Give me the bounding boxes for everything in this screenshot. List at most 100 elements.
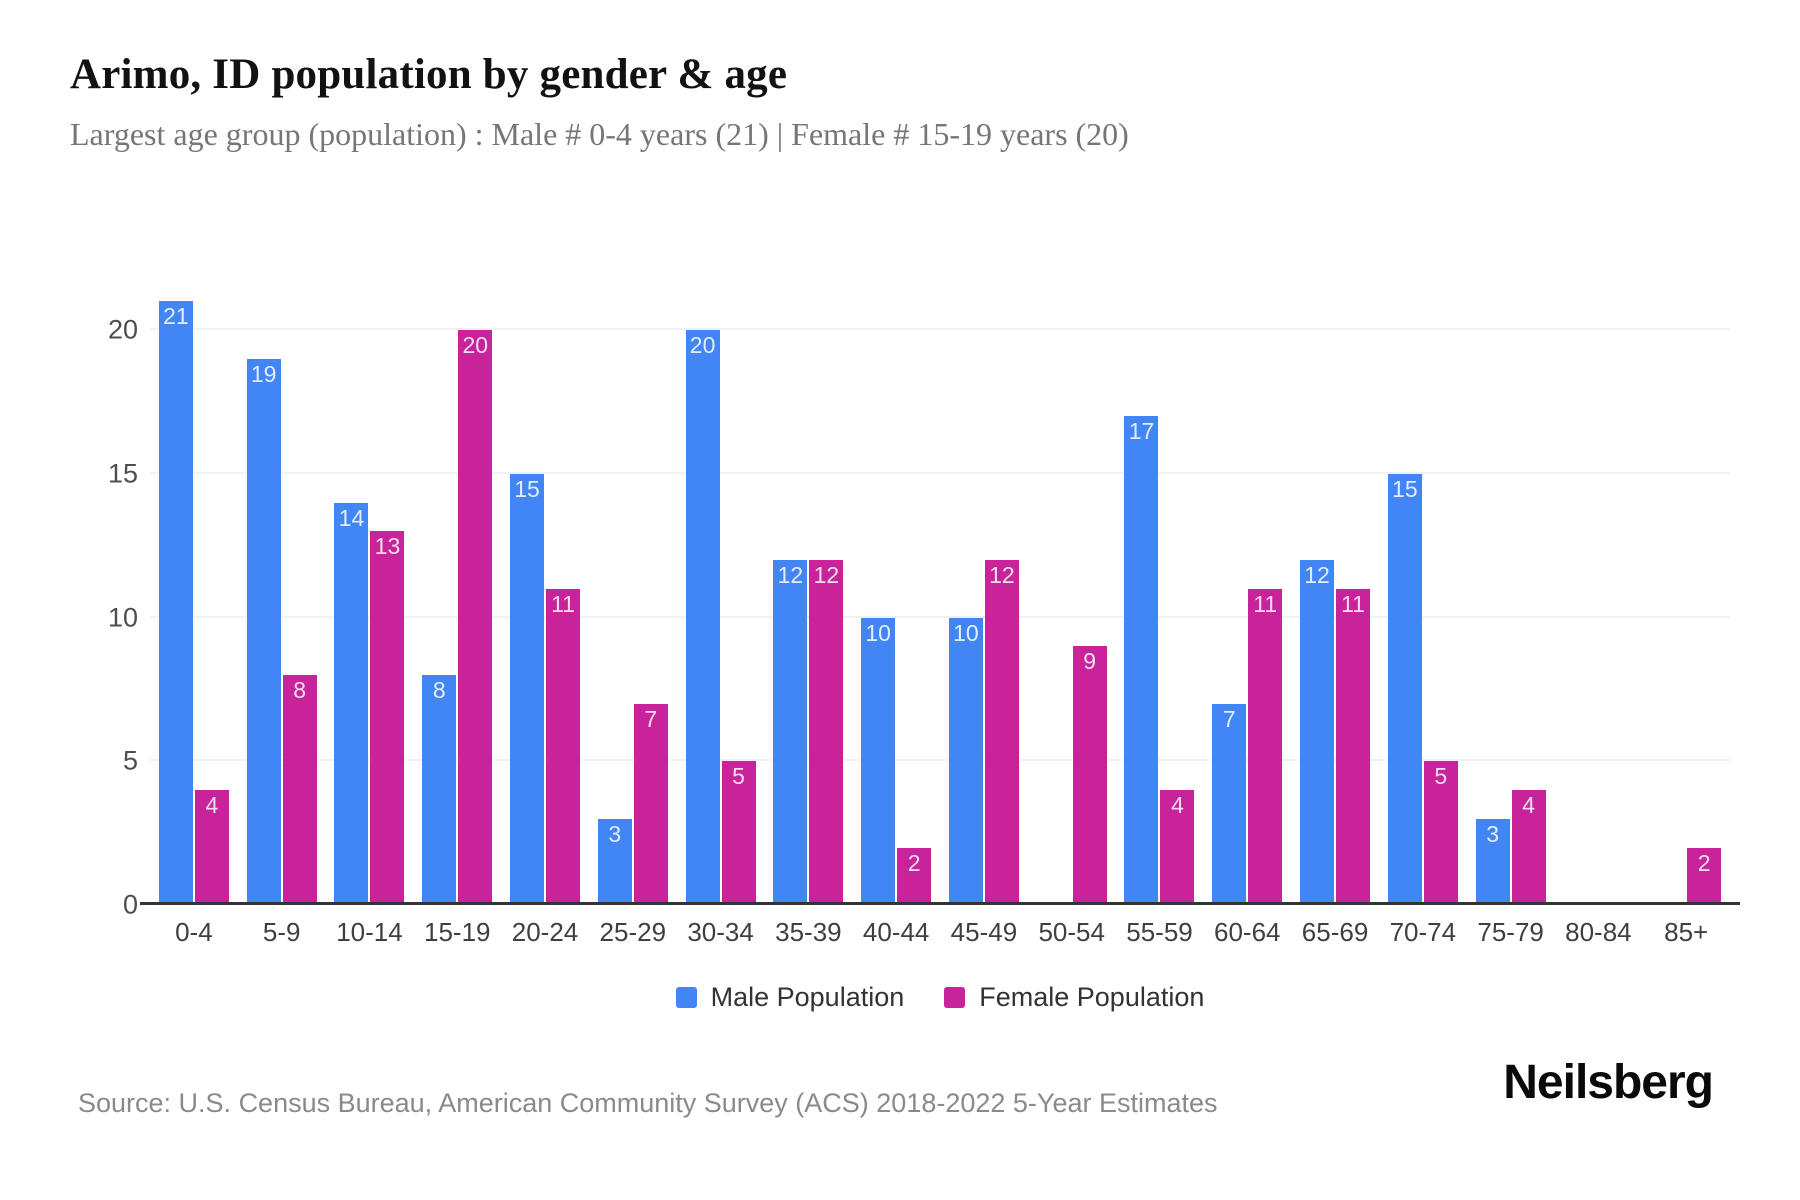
y-tick-label-0: 0 [122, 889, 138, 920]
x-tick-label-80-84: 80-84 [1565, 917, 1632, 947]
bar-male-35-39: 12 [773, 560, 808, 905]
bar-group-15-19: 8 20 15-19 [413, 260, 501, 947]
y-tick-label-20: 20 [107, 314, 138, 345]
bar-group-0-4: 21 4 0-4 [150, 260, 238, 947]
bar-slot-male-0-4: 21 [158, 301, 193, 905]
bar-female-25-29: 7 [633, 703, 668, 905]
bar-male-55-59: 17 [1124, 416, 1159, 905]
bar-male-70-74: 15 [1387, 473, 1422, 905]
bar-slot-female-70-74: 5 [1423, 761, 1458, 905]
x-tick-label-50-54: 50-54 [1038, 917, 1105, 947]
gridline-10 [150, 615, 1730, 618]
x-tick-label-85+: 85+ [1664, 917, 1709, 947]
bar-group-40-44: 10 2 40-44 [852, 260, 940, 947]
x-tick-label-35-39: 35-39 [775, 917, 842, 947]
legend-label-male: Male Population [710, 982, 905, 1012]
bar-female-70-74: 5 [1423, 761, 1458, 905]
bar-slot-male-55-59: 17 [1124, 416, 1159, 905]
bar-value-label: 5 [732, 763, 745, 790]
bar-value-label: 5 [1434, 763, 1448, 790]
bar-value-label: 19 [250, 360, 277, 387]
bar-group-45-49: 10 12 45-49 [940, 260, 1028, 947]
bar-slot-female-65-69: 11 [1336, 588, 1371, 905]
bar-value-label: 4 [1171, 792, 1184, 818]
gridline-5 [150, 759, 1730, 762]
bar-group-35-39: 12 12 35-39 [764, 260, 852, 947]
bar-slot-male-25-29: 3 [597, 818, 632, 905]
bar-female-45-49: 12 [984, 560, 1019, 905]
bar-slot-female-30-34: 5 [721, 761, 756, 905]
source-note: Source: U.S. Census Bureau, American Com… [78, 1088, 1218, 1118]
bar-value-label: 12 [813, 562, 840, 588]
gridline-20 [150, 328, 1730, 330]
y-tick-label-15: 15 [107, 458, 138, 489]
bar-male-60-64: 7 [1212, 703, 1247, 905]
x-tick-label-0-4: 0-4 [175, 917, 213, 947]
y-axis-labels: 0 5 10 15 20 [0, 260, 138, 918]
bar-female-0-4: 4 [194, 790, 229, 905]
bar-male-5-9: 19 [246, 358, 281, 905]
bar-slot-female-40-44: 2 [897, 847, 932, 905]
x-tick-label-70-74: 70-74 [1389, 917, 1457, 947]
bar-group-60-64: 7 11 60-64 [1203, 260, 1291, 947]
bar-group-70-74: 15 5 70-74 [1379, 260, 1467, 947]
bar-slot-male-5-9: 19 [246, 358, 281, 905]
bar-slot-female-20-24: 11 [546, 588, 581, 905]
bar-slot-female-60-64: 11 [1248, 588, 1283, 905]
bar-value-label: 17 [1128, 418, 1155, 445]
bar-slot-female-15-19: 20 [458, 330, 493, 905]
x-tick-label-40-44: 40-44 [862, 917, 930, 947]
x-tick-label-10-14: 10-14 [336, 917, 403, 947]
bar-male-30-34: 20 [685, 330, 720, 905]
bar-slot-female-45-49: 12 [984, 560, 1019, 905]
gridline-15 [150, 471, 1730, 474]
bar-value-label: 3 [608, 820, 622, 847]
bar-female-35-39: 12 [809, 560, 844, 905]
bar-female-50-54: 9 [1072, 646, 1107, 905]
bar-slot-female-85+: 2 [1687, 847, 1722, 905]
bar-value-label: 10 [865, 619, 891, 646]
x-tick-label-75-79: 75-79 [1477, 917, 1544, 947]
bar-value-label: 20 [689, 332, 716, 358]
bar-slot-female-55-59: 4 [1160, 790, 1195, 905]
bar-female-65-69: 11 [1336, 588, 1371, 905]
bar-value-label: 12 [989, 562, 1015, 588]
bar-value-label: 21 [163, 303, 189, 330]
bar-female-30-34: 5 [721, 761, 756, 905]
brand-logo: Neilsberg [1503, 1056, 1714, 1109]
bar-group-25-29: 3 7 25-29 [589, 260, 677, 947]
bar-slot-male-15-19: 8 [422, 675, 457, 905]
x-tick-label-5-9: 5-9 [262, 917, 301, 947]
bar-group-30-34: 20 5 30-34 [677, 260, 765, 947]
bar-value-label: 14 [338, 504, 365, 531]
bar-slot-male-70-74: 15 [1387, 473, 1422, 905]
bar-male-45-49: 10 [948, 617, 983, 905]
legend-swatch-male [675, 987, 697, 1008]
y-tick-label-10: 10 [107, 602, 138, 632]
bar-value-label: 8 [293, 677, 307, 703]
bar-female-15-19: 20 [458, 330, 493, 905]
bar-value-label: 15 [514, 475, 540, 502]
bar-group-65-69: 12 11 65-69 [1291, 260, 1379, 947]
bar-slot-male-30-34: 20 [685, 330, 720, 905]
legend: Male Population Female Population [150, 982, 1730, 1013]
bar-female-5-9: 8 [282, 675, 317, 905]
bar-slot-female-25-29: 7 [633, 703, 668, 905]
bar-slot-male-40-44: 10 [861, 617, 896, 905]
bar-value-label: 15 [1392, 475, 1418, 502]
bar-value-label: 20 [462, 332, 489, 358]
bar-female-40-44: 2 [897, 847, 932, 905]
bar-value-label: 2 [1697, 849, 1711, 876]
chart-title: Arimo, ID population by gender & age [70, 51, 788, 98]
bar-value-label: 8 [432, 677, 446, 703]
bar-slot-female-10-14: 13 [370, 531, 405, 905]
bar-groups: 21 4 0-4 19 8 5-9 14 13 10-14 8 20 15-19 15 11 20-24 3 7… [150, 260, 1730, 947]
bar-group-20-24: 15 11 20-24 [501, 260, 589, 947]
bar-group-75-79: 3 4 75-79 [1467, 260, 1555, 947]
legend-swatch-female [944, 987, 966, 1008]
bar-female-10-14: 13 [370, 531, 405, 905]
bar-slot-male-75-79: 3 [1475, 818, 1510, 905]
legend-label-female: Female Population [979, 982, 1205, 1012]
bar-male-10-14: 14 [334, 502, 369, 905]
bar-slot-male-10-14: 14 [334, 502, 369, 905]
